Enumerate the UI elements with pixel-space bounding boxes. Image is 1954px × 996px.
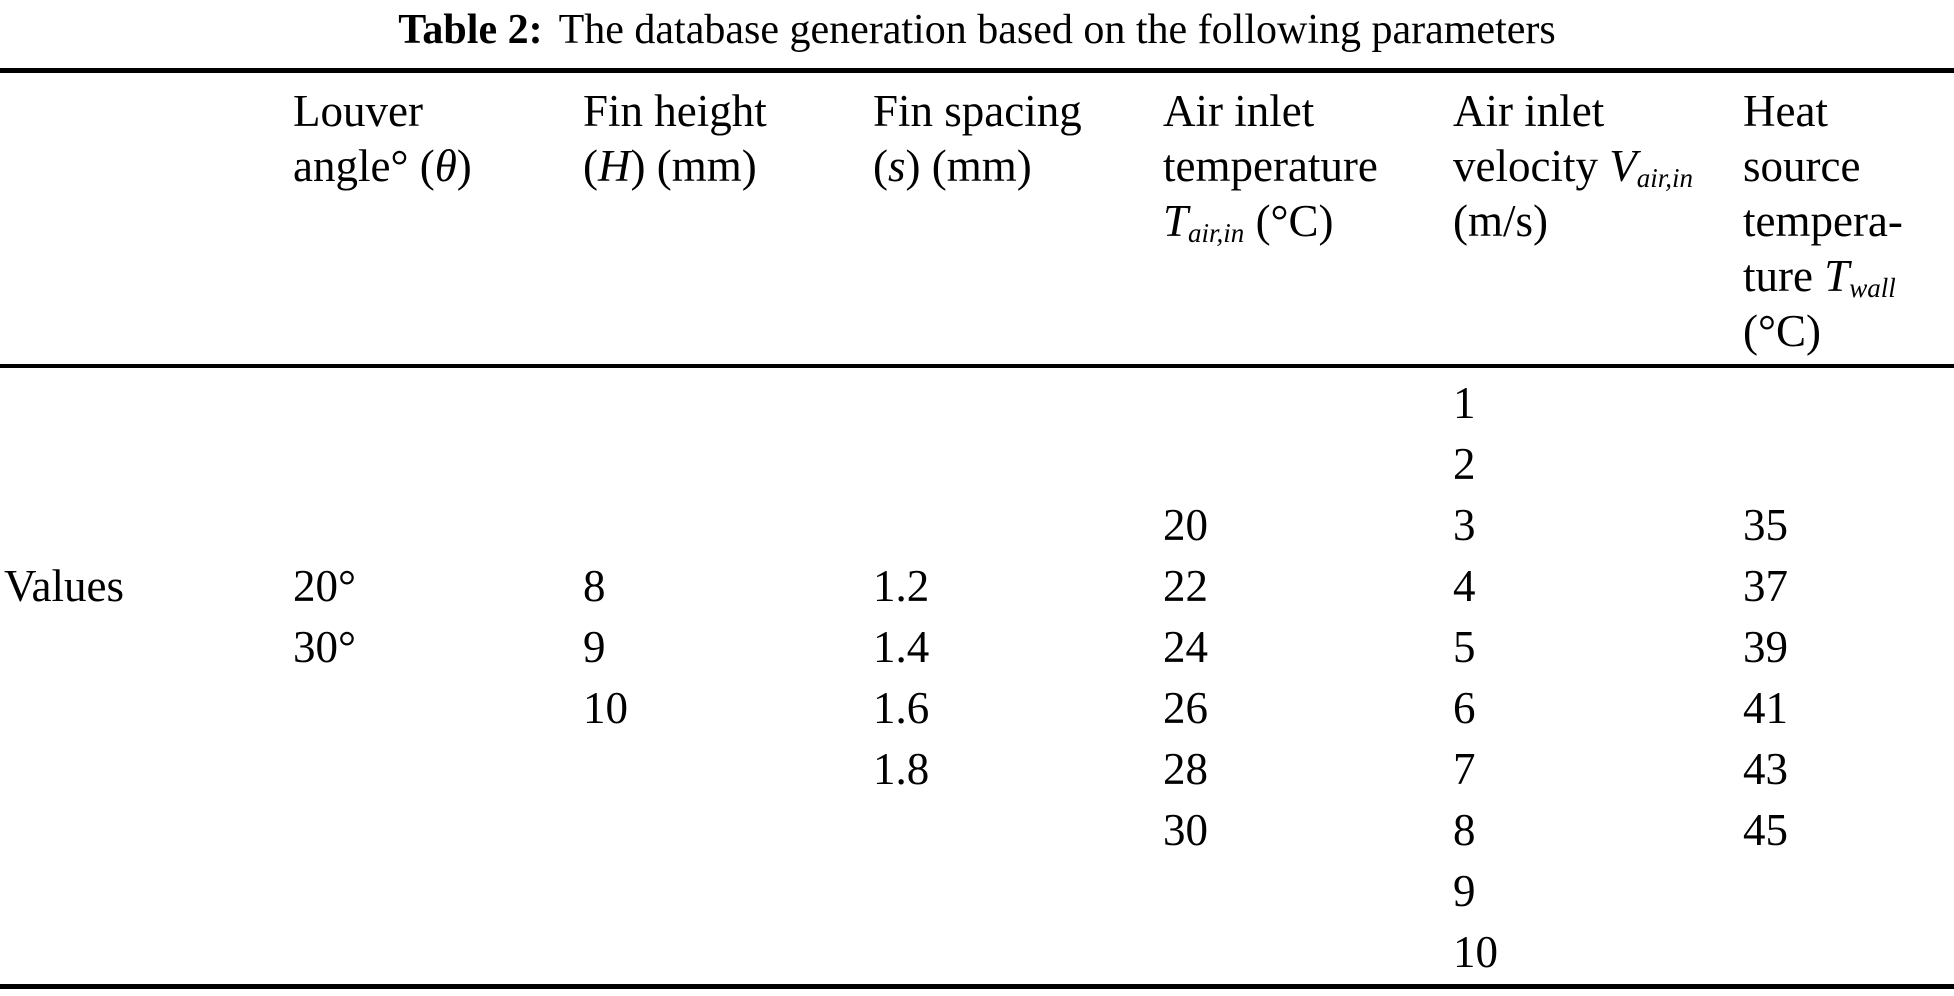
cell-louver-angle: 20° xyxy=(293,560,356,611)
cell-louver-angle: 30° xyxy=(293,621,356,672)
subscript-wall: wall xyxy=(1849,272,1896,303)
cell-heat-source-temperature: 45 xyxy=(1743,804,1788,855)
cell-air-inlet-velocity: 1 xyxy=(1453,377,1476,428)
header-heat-source-temperature-line4: ture Twall xyxy=(1743,249,1951,304)
header-heat-source-temperature-line1: Heat xyxy=(1743,84,1951,139)
header-fin-spacing: Fin spacing (s) (mm) xyxy=(873,84,1145,194)
text-segment: source xyxy=(1743,141,1861,191)
cell-air-inlet-temperature: 20 xyxy=(1163,499,1208,550)
cell-air-inlet-temperature: 26 xyxy=(1163,682,1208,733)
header-air-inlet-velocity-line1: Air inlet xyxy=(1453,84,1725,139)
row-label-values: Values xyxy=(4,560,124,611)
header-air-inlet-velocity: Air inlet velocity Vair,in (m/s) xyxy=(1453,84,1725,249)
text-segment: (°C) xyxy=(1743,306,1821,356)
cell-heat-source-temperature: 37 xyxy=(1743,560,1788,611)
cell-heat-source-temperature: 39 xyxy=(1743,621,1788,672)
cell-fin-spacing: 1.2 xyxy=(873,560,930,611)
cell-air-inlet-velocity: 4 xyxy=(1453,560,1476,611)
bottom-rule xyxy=(0,984,1954,989)
header-air-inlet-velocity-line3: (m/s) xyxy=(1453,194,1725,249)
table-caption: Table 2: The database generation based on… xyxy=(0,5,1954,55)
header-fin-spacing-line2: (s) (mm) xyxy=(873,139,1145,194)
header-heat-source-temperature-line3: tempera- xyxy=(1743,194,1951,249)
caption-label: Table 2: xyxy=(398,7,543,53)
cell-heat-source-temperature: 43 xyxy=(1743,743,1788,794)
header-air-inlet-temperature-line2: temperature xyxy=(1163,139,1435,194)
T-symbol: T xyxy=(1163,196,1189,246)
cell-air-inlet-velocity: 10 xyxy=(1453,926,1498,977)
text-segment: ) (mm) xyxy=(630,141,757,191)
text-segment: temperature xyxy=(1163,141,1378,191)
cell-fin-spacing: 1.4 xyxy=(873,621,930,672)
header-air-inlet-temperature: Air inlet temperature Tair,in (°C) xyxy=(1163,84,1435,249)
header-louver-angle: Louver angle° (θ) xyxy=(293,84,565,194)
caption-text: The database generation based on the fol… xyxy=(558,7,1556,53)
text-segment: ) (mm) xyxy=(905,141,1032,191)
table-body: Values 20° 30° 8 9 10 1.2 1.4 1.6 1.8 20… xyxy=(0,372,1954,982)
text-segment: Air inlet xyxy=(1163,86,1315,136)
cell-air-inlet-velocity: 3 xyxy=(1453,499,1476,550)
top-rule xyxy=(0,68,1954,73)
header-heat-source-temperature: Heat source tempera- ture Twall (°C) xyxy=(1743,84,1951,359)
text-segment: Heat xyxy=(1743,86,1828,136)
cell-air-inlet-velocity: 9 xyxy=(1453,865,1476,916)
V-symbol: V xyxy=(1609,141,1637,191)
text-segment: Fin height xyxy=(583,86,767,136)
header-air-inlet-temperature-line1: Air inlet xyxy=(1163,84,1435,139)
text-segment: ) xyxy=(456,141,472,191)
theta-symbol: θ xyxy=(434,141,457,191)
cell-fin-height: 8 xyxy=(583,560,606,611)
header-fin-height: Fin height (H) (mm) xyxy=(583,84,855,194)
text-segment: Air inlet xyxy=(1453,86,1605,136)
header-fin-height-line1: Fin height xyxy=(583,84,855,139)
text-segment: ture xyxy=(1743,251,1825,301)
cell-air-inlet-velocity: 5 xyxy=(1453,621,1476,672)
header-louver-angle-line2: angle° (θ) xyxy=(293,139,565,194)
cell-fin-height: 9 xyxy=(583,621,606,672)
mid-rule xyxy=(0,364,1954,368)
cell-heat-source-temperature: 35 xyxy=(1743,499,1788,550)
text-segment: tempera- xyxy=(1743,196,1903,246)
cell-heat-source-temperature: 41 xyxy=(1743,682,1788,733)
cell-air-inlet-velocity: 8 xyxy=(1453,804,1476,855)
s-symbol: s xyxy=(888,141,906,191)
T-symbol: T xyxy=(1824,251,1850,301)
text-segment: Fin spacing xyxy=(873,86,1082,136)
header-fin-spacing-line1: Fin spacing xyxy=(873,84,1145,139)
text-segment: Louver xyxy=(293,86,423,136)
cell-fin-spacing: 1.6 xyxy=(873,682,930,733)
header-louver-angle-line1: Louver xyxy=(293,84,565,139)
header-air-inlet-velocity-line2: velocity Vair,in xyxy=(1453,139,1725,194)
cell-air-inlet-temperature: 30 xyxy=(1163,804,1208,855)
cell-fin-height: 10 xyxy=(583,682,628,733)
cell-air-inlet-temperature: 24 xyxy=(1163,621,1208,672)
H-symbol: H xyxy=(598,141,631,191)
cell-fin-spacing: 1.8 xyxy=(873,743,930,794)
cell-air-inlet-velocity: 6 xyxy=(1453,682,1476,733)
text-segment: ( xyxy=(873,141,888,191)
text-segment: (m/s) xyxy=(1453,196,1548,246)
text-segment: angle° ( xyxy=(293,141,435,191)
cell-air-inlet-velocity: 2 xyxy=(1453,438,1476,489)
text-segment: (°C) xyxy=(1244,196,1334,246)
header-heat-source-temperature-line2: source xyxy=(1743,139,1951,194)
cell-air-inlet-velocity: 7 xyxy=(1453,743,1476,794)
header-air-inlet-temperature-line3: Tair,in (°C) xyxy=(1163,194,1435,249)
header-heat-source-temperature-line5: (°C) xyxy=(1743,304,1951,359)
subscript-air-in: air,in xyxy=(1636,162,1693,193)
subscript-air-in: air,in xyxy=(1188,217,1245,248)
text-segment: velocity xyxy=(1453,141,1610,191)
header-fin-height-line2: (H) (mm) xyxy=(583,139,855,194)
cell-air-inlet-temperature: 22 xyxy=(1163,560,1208,611)
cell-air-inlet-temperature: 28 xyxy=(1163,743,1208,794)
text-segment: ( xyxy=(583,141,598,191)
